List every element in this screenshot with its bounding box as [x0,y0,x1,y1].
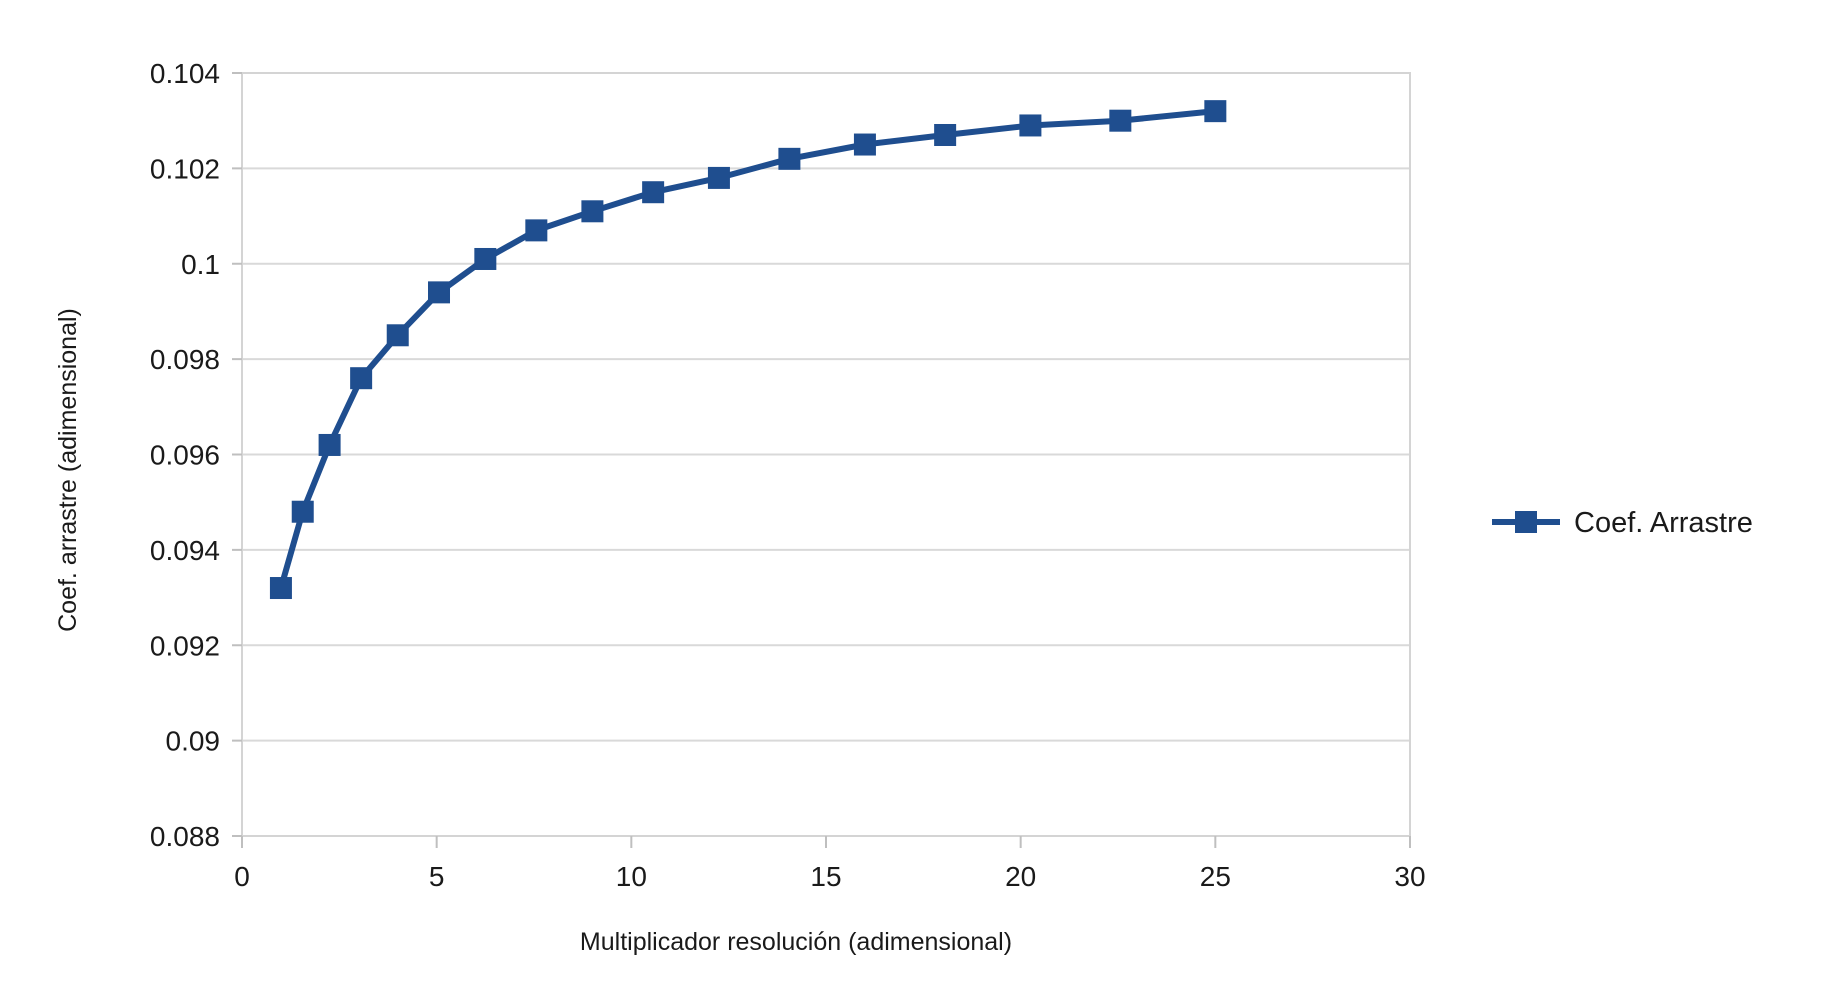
y-tick-label: 0.094 [150,535,220,566]
y-tick-label: 0.102 [150,153,220,184]
series-layer [269,100,1227,600]
data-point-marker [428,281,451,304]
y-tick-label: 0.1 [181,249,220,280]
data-point-marker [350,367,373,390]
data-point-marker [525,219,548,242]
data-point-marker [386,324,409,347]
x-tick-label: 30 [1394,861,1425,892]
data-point-marker [1019,114,1042,137]
data-point-marker [853,133,876,156]
x-tick-label: 25 [1200,861,1231,892]
y-axis-title: Coef. arrastre (adimensional) [54,308,82,632]
x-axis-title: Multiplicador resolución (adimensional) [580,928,1012,956]
data-point-marker [291,500,314,523]
data-point-marker [269,577,292,600]
data-point-marker [1109,109,1132,132]
data-point-marker [707,166,730,189]
data-point-marker [1204,100,1227,123]
x-tick-label: 10 [616,861,647,892]
legend-square-marker [1515,511,1537,533]
y-tick-label: 0.092 [150,630,220,661]
x-tick-label: 5 [429,861,445,892]
data-point-marker [934,123,957,146]
x-tick-label: 15 [810,861,841,892]
y-axis-ticks: 0.104 0.102 0.1 0.098 0.096 0.094 0.092 0.09 0.0… [150,58,242,852]
y-tick-label: 0.096 [150,440,220,471]
data-point-marker [318,433,341,456]
x-tick-label: 20 [1005,861,1036,892]
x-tick-label: 0 [234,861,250,892]
data-point-marker [778,147,801,170]
y-tick-label: 0.09 [166,726,221,757]
data-point-marker [474,247,497,270]
data-point-marker [581,200,604,223]
y-tick-label: 0.104 [150,58,220,89]
y-tick-label: 0.088 [150,821,220,852]
legend-label: Coef. Arrastre [1574,507,1753,539]
y-tick-label: 0.098 [150,344,220,375]
legend: Coef. Arrastre [1492,507,1753,539]
x-axis-ticks: 0 5 10 15 20 25 30 [234,836,1426,892]
data-point-marker [642,181,665,204]
